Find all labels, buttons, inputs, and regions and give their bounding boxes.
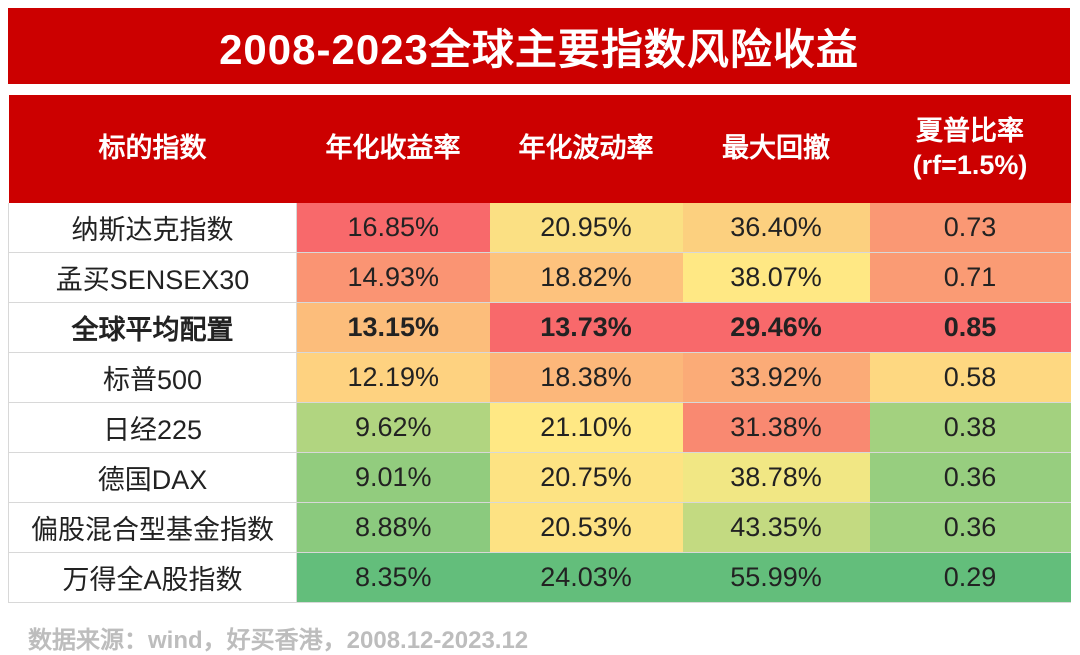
annual-return-cell: 9.01%: [296, 452, 490, 503]
max-drawdown-cell: 31.38%: [682, 402, 870, 453]
sharpe-ratio-cell: 0.58: [869, 352, 1071, 403]
annual-volatility-cell: 21.10%: [489, 402, 683, 453]
annual-volatility-cell: 18.38%: [489, 352, 683, 403]
header-row: 标的指数 年化收益率 年化波动率 最大回撤 夏普比率 (rf=1.5%): [8, 95, 1071, 203]
sharpe-ratio-cell: 0.38: [869, 402, 1071, 453]
annual-return-cell: 13.15%: [296, 302, 490, 353]
table-row: 全球平均配置 13.15% 13.73% 29.46% 0.85: [8, 302, 1071, 353]
header-max-drawdown: 最大回撤: [682, 95, 870, 203]
sharpe-ratio-cell: 0.85: [869, 302, 1071, 353]
table-row: 纳斯达克指数 16.85% 20.95% 36.40% 0.73: [8, 203, 1071, 253]
table-row: 偏股混合型基金指数 8.88% 20.53% 43.35% 0.36: [8, 502, 1071, 553]
table-row: 标普500 12.19% 18.38% 33.92% 0.58: [8, 352, 1071, 403]
sharpe-ratio-cell: 0.29: [869, 552, 1071, 603]
max-drawdown-cell: 38.78%: [682, 452, 870, 503]
annual-return-cell: 14.93%: [296, 252, 490, 303]
annual-volatility-cell: 18.82%: [489, 252, 683, 303]
sharpe-ratio-cell: 0.36: [869, 502, 1071, 553]
annual-volatility-cell: 20.53%: [489, 502, 683, 553]
max-drawdown-cell: 36.40%: [682, 203, 870, 253]
header-index: 标的指数: [8, 95, 297, 203]
header-annual-volatility: 年化波动率: [489, 95, 683, 203]
table-row: 万得全A股指数 8.35% 24.03% 55.99% 0.29: [8, 552, 1071, 603]
annual-volatility-cell: 13.73%: [489, 302, 683, 353]
max-drawdown-cell: 43.35%: [682, 502, 870, 553]
table-row: 德国DAX 9.01% 20.75% 38.78% 0.36: [8, 452, 1071, 503]
max-drawdown-cell: 29.46%: [682, 302, 870, 353]
index-name-cell: 孟买SENSEX30: [8, 252, 297, 303]
index-name-cell: 万得全A股指数: [8, 552, 297, 603]
chart-title: 2008-2023全球主要指数风险收益: [8, 8, 1070, 84]
max-drawdown-cell: 38.07%: [682, 252, 870, 303]
annual-volatility-cell: 24.03%: [489, 552, 683, 603]
table-row: 孟买SENSEX30 14.93% 18.82% 38.07% 0.71: [8, 252, 1071, 303]
sharpe-ratio-cell: 0.71: [869, 252, 1071, 303]
header-sharpe-ratio: 夏普比率 (rf=1.5%): [869, 95, 1071, 203]
annual-volatility-cell: 20.75%: [489, 452, 683, 503]
annual-volatility-cell: 20.95%: [489, 203, 683, 253]
index-name-cell: 全球平均配置: [8, 302, 297, 353]
index-name-cell: 德国DAX: [8, 452, 297, 503]
index-name-cell: 标普500: [8, 352, 297, 403]
annual-return-cell: 8.88%: [296, 502, 490, 553]
annual-return-cell: 8.35%: [296, 552, 490, 603]
index-name-cell: 日经225: [8, 402, 297, 453]
data-source-note: 数据来源：wind，好买香港，2008.12-2023.12: [28, 627, 529, 654]
index-name-cell: 偏股混合型基金指数: [8, 502, 297, 553]
header-annual-return: 年化收益率: [296, 95, 490, 203]
sharpe-ratio-cell: 0.73: [869, 203, 1071, 253]
sharpe-ratio-cell: 0.36: [869, 452, 1071, 503]
index-name-cell: 纳斯达克指数: [8, 203, 297, 253]
annual-return-cell: 16.85%: [296, 203, 490, 253]
table-row: 日经225 9.62% 21.10% 31.38% 0.38: [8, 402, 1071, 453]
annual-return-cell: 12.19%: [296, 352, 490, 403]
max-drawdown-cell: 55.99%: [682, 552, 870, 603]
max-drawdown-cell: 33.92%: [682, 352, 870, 403]
table-body: 纳斯达克指数 16.85% 20.95% 36.40% 0.73 孟买SENSEX30 14…: [8, 203, 1071, 603]
annual-return-cell: 9.62%: [296, 402, 490, 453]
risk-return-table: 标的指数 年化收益率 年化波动率 最大回撤 夏普比率 (rf=1.5%) 纳斯达…: [8, 95, 1071, 603]
